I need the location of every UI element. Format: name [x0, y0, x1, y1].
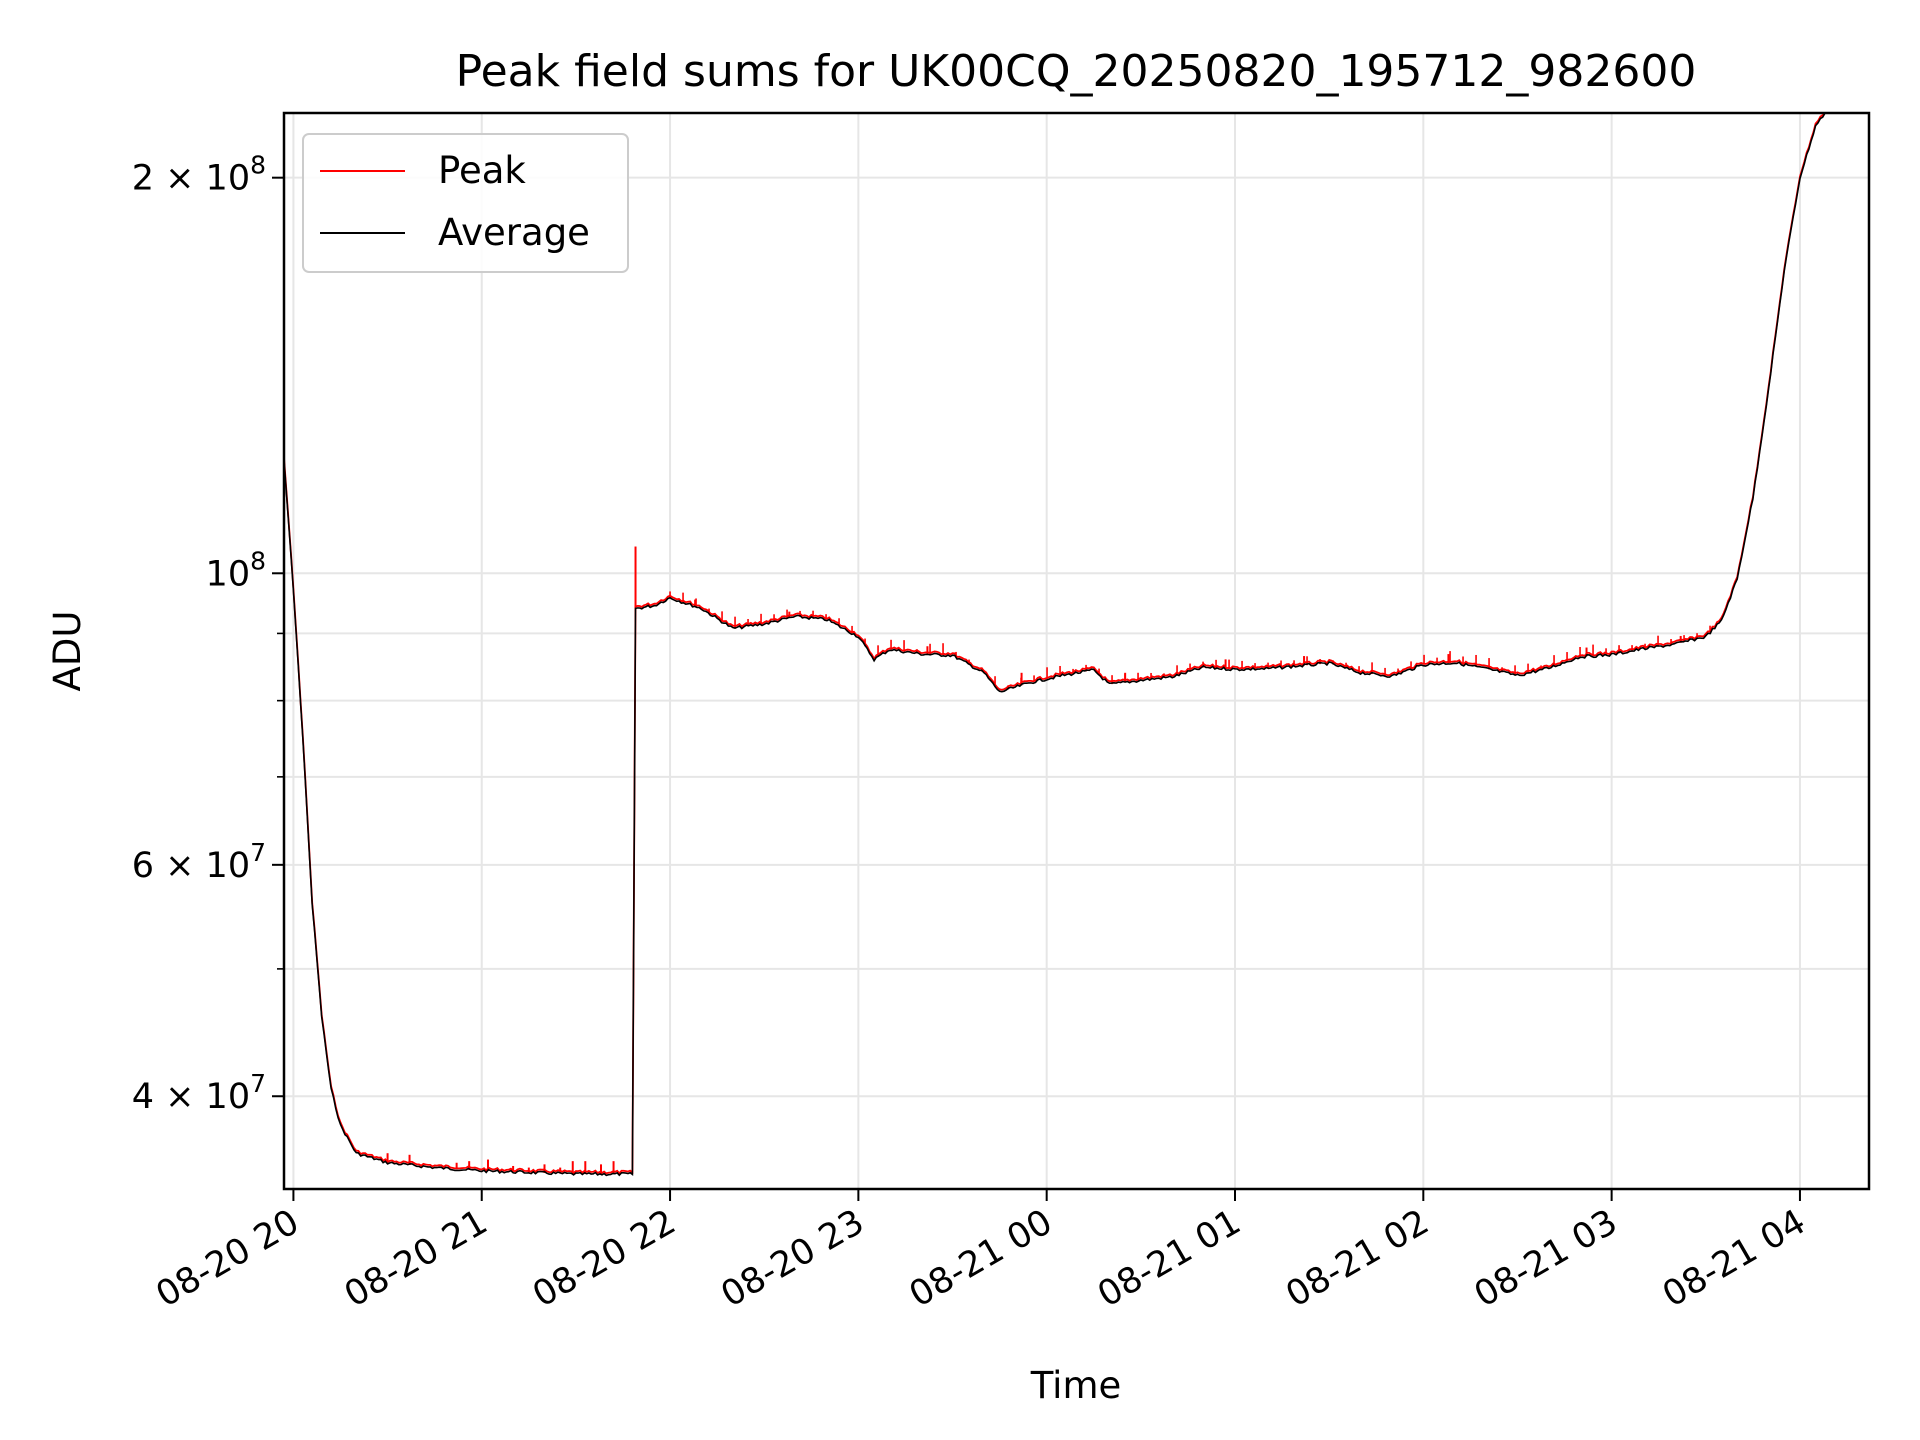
y-tick-label-exponent: 7 — [250, 838, 266, 867]
y-tick-label-exponent: 8 — [250, 546, 266, 575]
y-tick-label: 108 — [206, 546, 266, 594]
series-line-peak — [284, 113, 1825, 1175]
legend: Peak Average — [302, 133, 629, 273]
y-tick-label-exponent: 7 — [250, 1069, 266, 1098]
y-axis-label: ADU — [46, 611, 89, 692]
legend-box — [302, 133, 629, 273]
x-tick-label: 08-21 03 — [1468, 1202, 1624, 1315]
legend-label-peak: Peak — [438, 149, 526, 192]
axes-frame — [282, 111, 1871, 1191]
x-axis-ticks: 08-20 20 08-20 21 08-20 22 08-20 23 08-21 00… — [150, 1189, 1812, 1315]
x-tick-label: 08-21 04 — [1656, 1202, 1812, 1315]
y-tick-label-exponent: 8 — [250, 151, 266, 180]
x-tick-label: 08-21 01 — [1091, 1202, 1247, 1315]
y-tick-label-base: 10 — [206, 554, 251, 594]
legend-label-average: Average — [438, 211, 590, 254]
x-tick-label: 08-21 02 — [1280, 1202, 1436, 1315]
y-tick-label: 2 × 108 — [132, 151, 266, 199]
x-tick-label: 08-20 22 — [526, 1202, 682, 1315]
y-tick-label-base: 2 × 10 — [132, 159, 250, 199]
y-tick-label: 4 × 107 — [132, 1069, 266, 1117]
y-tick-label-base: 6 × 10 — [132, 846, 250, 886]
y-tick-label-base: 4 × 10 — [132, 1077, 250, 1117]
x-tick-label: 08-20 20 — [150, 1202, 306, 1315]
x-tick-label: 08-20 23 — [715, 1202, 871, 1315]
y-tick-label: 6 × 107 — [132, 838, 266, 886]
plot-area — [284, 113, 1826, 1177]
x-axis-label: Time — [1030, 1364, 1122, 1407]
grid-lines — [284, 113, 1869, 1189]
x-tick-label: 08-21 00 — [903, 1202, 1059, 1315]
chart-title: Peak field sums for UK00CQ_20250820_1957… — [456, 46, 1697, 97]
x-tick-label: 08-20 21 — [338, 1202, 494, 1315]
series-line-average — [284, 113, 1826, 1177]
